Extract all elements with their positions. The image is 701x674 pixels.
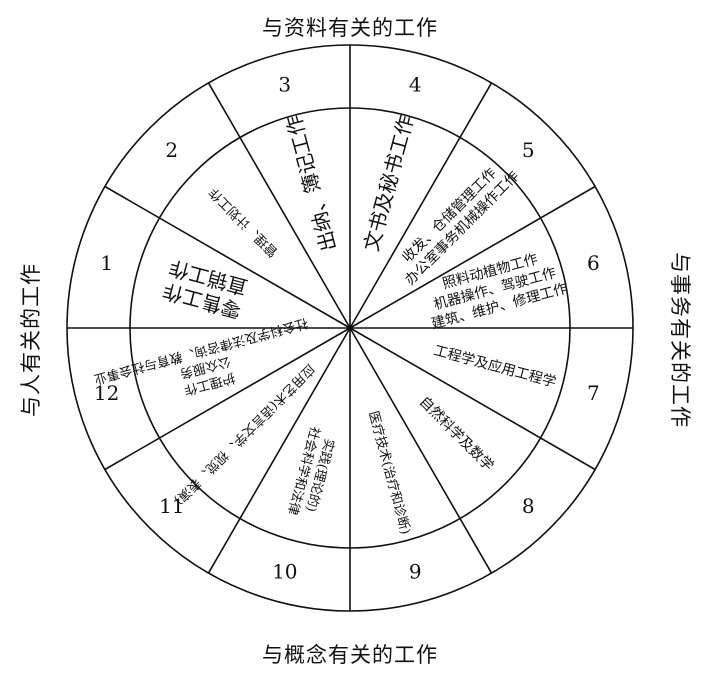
spoke-line [349, 82, 493, 329]
sector-number-2: 2 [165, 138, 178, 162]
spoke-line [349, 327, 493, 574]
sector-4-label: 文书及秘书工作 [359, 112, 418, 253]
sector-7-label: 工程学及应用工程学 [432, 342, 558, 391]
sector-number-3: 3 [278, 73, 291, 97]
spoke-line [349, 185, 596, 329]
sector-number-8: 8 [522, 494, 535, 518]
sector-number-10: 10 [272, 559, 297, 583]
sector-number-4: 4 [409, 73, 422, 97]
sector-number-7: 7 [587, 381, 600, 405]
label-data-work: 与资料有关的工作 [262, 16, 438, 40]
sector-2-label: 管理、计划工作 [206, 184, 281, 259]
sector-number-5: 5 [522, 138, 535, 162]
spoke-line [207, 82, 351, 329]
sector-number-12: 12 [94, 381, 119, 405]
sector-3-label: 出纳、簿记工作 [281, 112, 340, 253]
sector-number-11: 11 [159, 494, 184, 518]
spoke-line [349, 327, 596, 471]
sector-9-label: 医疗技术(治疗和诊断) [365, 410, 412, 537]
spoke-line [207, 327, 351, 574]
spoke-line [104, 327, 351, 471]
label-ideas-work: 与概念有关的工作 [262, 643, 438, 667]
spoke-line [104, 185, 351, 329]
sector-number-1: 1 [100, 251, 113, 275]
sector-number-9: 9 [409, 559, 422, 583]
sector-number-6: 6 [587, 251, 600, 275]
